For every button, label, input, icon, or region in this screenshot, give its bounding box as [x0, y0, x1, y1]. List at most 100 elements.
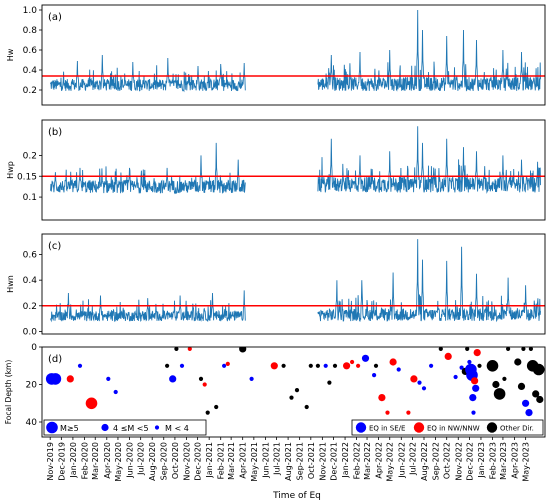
x-tick-label: Nov-2020: [183, 442, 192, 481]
direction-legend-marker: [355, 422, 367, 433]
y-tick-label: 40: [26, 418, 38, 428]
scatter-point: [350, 359, 355, 365]
y-tick-label: 1.0: [23, 6, 38, 16]
x-tick-label: Feb-2023: [489, 442, 498, 479]
scatter-point: [517, 382, 526, 390]
magnitude-legend: [43, 419, 207, 436]
series-group: [49, 9, 541, 93]
scatter-point: [214, 404, 219, 410]
y-tick-label: 0.15: [17, 172, 37, 182]
scatter-point: [49, 373, 62, 385]
series-line-segment-1: [50, 290, 246, 323]
x-tick-label: Nov-2021: [318, 442, 327, 481]
x-tick-label: Jul-2022: [409, 442, 418, 476]
series-line-segment-2: [317, 126, 541, 194]
scatter-point: [202, 382, 207, 387]
scatter-point: [222, 363, 227, 368]
x-tick-label: Jul-2021: [273, 442, 282, 476]
scatter-point: [521, 347, 526, 351]
scatter-point: [506, 347, 511, 351]
scatter-point: [525, 409, 533, 417]
x-tick-label: Aug-2020: [148, 442, 157, 481]
scatter-point: [385, 410, 390, 415]
y-tick-label: 0.2: [23, 302, 37, 312]
magnitude-legend-label: M < 4: [165, 424, 189, 433]
y-tick-label: 0.1: [23, 193, 37, 203]
y-axis-label: Hwn: [6, 275, 15, 293]
y-axis-label: Focal Depth (km): [4, 360, 13, 425]
scatter-point: [522, 399, 530, 407]
scatter-point: [465, 347, 470, 351]
x-tick-label: Mar-2021: [227, 442, 236, 480]
x-tick-label: Oct-2021: [307, 442, 316, 479]
scatter-point: [85, 397, 98, 410]
scatter-point: [472, 384, 480, 392]
x-tick-label: May-2021: [250, 442, 259, 482]
scatter-point: [373, 363, 379, 368]
x-tick-label: Nov-2019: [46, 442, 55, 481]
scatter-point: [469, 394, 477, 402]
scatter-point: [396, 367, 401, 372]
scatter-point: [315, 363, 320, 368]
scatter-point: [169, 375, 177, 383]
x-tick-label: Jun-2022: [397, 442, 406, 479]
scatter-point: [174, 347, 179, 351]
x-tick-label: Dec-2020: [194, 442, 203, 481]
series-line-segment-1: [49, 142, 246, 195]
y-tick-label: 0.6: [23, 46, 38, 56]
y-tick-label: 0.2: [23, 151, 37, 161]
panel-label: (c): [48, 241, 61, 252]
panel-frame: [41, 4, 546, 106]
x-tick-label: May-2023: [522, 442, 531, 482]
scatter-point: [308, 363, 313, 368]
scatter-point: [165, 363, 170, 368]
x-tick-label: Aug-2021: [284, 442, 293, 481]
direction-legend-marker: [413, 422, 425, 433]
direction-legend-marker: [486, 422, 498, 433]
x-tick-label: Mar-2020: [91, 442, 100, 480]
x-tick-label: Jan-2020: [69, 442, 78, 479]
scatter-point: [429, 363, 434, 368]
x-tick-label: Mar-2023: [499, 442, 508, 480]
scatter-point: [179, 363, 185, 368]
scatter-point: [532, 390, 540, 398]
scatter-point: [281, 363, 286, 368]
scatter-point: [406, 410, 411, 415]
x-tick-label: Apr-2022: [375, 442, 384, 479]
scatter-point: [492, 380, 500, 389]
scatter-point: [444, 352, 452, 360]
magnitude-legend-marker: [101, 423, 109, 432]
scatter-point: [467, 359, 472, 365]
scatter-point: [289, 395, 294, 400]
x-tick-label: Apr-2020: [103, 442, 112, 479]
x-tick-label: Aug-2022: [420, 442, 429, 481]
x-tick-label: Jan-2021: [205, 442, 214, 479]
scatter-point: [343, 362, 351, 370]
panel-frame: [41, 233, 546, 335]
x-tick-label: Feb-2020: [80, 442, 89, 479]
panel-label: (d): [48, 354, 62, 365]
magnitude-legend-marker: [46, 421, 58, 434]
x-tick-label: Oct-2022: [443, 442, 452, 479]
scatter-point: [372, 373, 377, 378]
x-tick-label: Sep-2022: [432, 442, 441, 480]
x-tick-label: Dec-2021: [330, 442, 339, 481]
direction-legend-label: Other Dir.: [500, 425, 534, 433]
scatter-point: [410, 375, 418, 383]
y-tick-label: 0.2: [23, 86, 37, 96]
scatter-point: [66, 375, 74, 383]
scatter-point: [198, 376, 204, 381]
panel-frame: [41, 346, 546, 438]
panel-label: (b): [48, 127, 62, 138]
scatter-point: [332, 363, 338, 368]
x-tick-label: Feb-2021: [217, 442, 226, 479]
scatter-point: [453, 374, 458, 380]
scatter-point: [249, 376, 254, 381]
scatter-point: [477, 363, 482, 368]
x-axis-label: Time of Eq: [272, 491, 321, 501]
scatter-point: [389, 358, 397, 366]
scatter-point: [528, 347, 533, 351]
scatter-point: [486, 360, 499, 372]
series-group: [49, 126, 541, 195]
